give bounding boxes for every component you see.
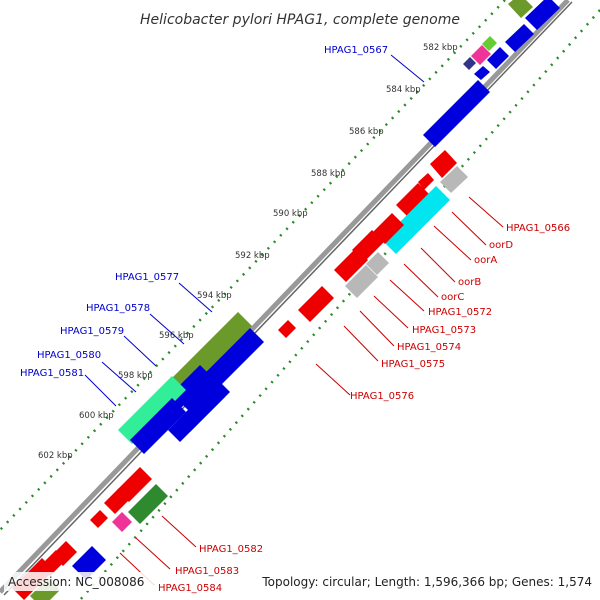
kbp-tick: 586 kbp	[349, 127, 384, 137]
gene-blue[interactable]	[423, 80, 490, 147]
gene-label[interactable]: oorA	[474, 255, 497, 266]
gene-darkblue[interactable]	[463, 57, 476, 70]
kbp-tick: 602 kbp	[38, 451, 73, 461]
summary-bg	[256, 572, 596, 591]
gene-green[interactable]	[168, 312, 252, 396]
gene-label[interactable]: HPAG1_0581	[20, 368, 84, 379]
gene-gray[interactable]	[345, 265, 378, 298]
kbp-tick: 588 kbp	[311, 169, 346, 179]
inner-dotted-track	[79, 9, 600, 600]
gene-magenta[interactable]	[471, 45, 491, 65]
gene-red[interactable]	[40, 550, 66, 576]
accession-bg	[4, 572, 154, 591]
gene-gray[interactable]	[440, 166, 468, 193]
gene-label[interactable]: oorD	[489, 240, 513, 251]
gene-red[interactable]	[90, 510, 108, 528]
gene-blue[interactable]	[505, 24, 534, 52]
inner-strand-genes	[40, 150, 468, 576]
gene-blue[interactable]	[525, 0, 560, 30]
gene-blue[interactable]	[168, 380, 230, 442]
kbp-ticks: 582 kbp 584 kbp 586 kbp 588 kbp 590 kbp …	[38, 43, 458, 461]
gene-label[interactable]: HPAG1_0574	[397, 342, 461, 353]
gene-label[interactable]: HPAG1_0567	[324, 45, 388, 56]
kbp-tick: 594 kbp	[197, 291, 232, 301]
gene-red[interactable]	[117, 467, 152, 502]
genome-summary: Topology: circular; Length: 1,596,366 bp…	[261, 575, 592, 589]
gene-label[interactable]: HPAG1_0577	[115, 272, 179, 283]
gene-green[interactable]	[508, 0, 533, 18]
gene-cyan[interactable]	[382, 186, 450, 254]
gene-label[interactable]: HPAG1_0580	[37, 350, 101, 361]
gene-label[interactable]: HPAG1_0575	[381, 359, 445, 370]
kbp-tick: 598 kbp	[118, 371, 153, 381]
gene-label[interactable]: HPAG1_0582	[199, 544, 263, 555]
kbp-tick: 582 kbp	[423, 43, 458, 53]
outer-dotted-track	[0, 0, 506, 531]
gene-green[interactable]	[482, 36, 497, 51]
gene-teal[interactable]	[118, 376, 186, 444]
kbp-tick: 596 kbp	[159, 331, 194, 341]
gene-blue[interactable]	[130, 398, 186, 454]
map-title: Helicobacter pylori HPAG1, complete geno…	[140, 12, 460, 28]
gene-red[interactable]	[396, 183, 430, 217]
accession-text: Accession: NC_008086	[8, 575, 144, 589]
kbp-tick: 592 kbp	[235, 251, 270, 261]
gene-green[interactable]	[128, 484, 168, 524]
gene-red[interactable]	[418, 173, 434, 190]
gene-gray[interactable]	[366, 252, 389, 275]
gene-red[interactable]	[334, 248, 368, 282]
kbp-tick: 600 kbp	[79, 411, 114, 421]
gene-label[interactable]: oorC	[441, 292, 464, 303]
gene-blue[interactable]	[474, 66, 490, 80]
gene-red[interactable]	[298, 286, 334, 322]
outer-strand-genes	[12, 0, 560, 600]
inner-gene-labels: HPAG1_0566 oorD oorA oorB oorC HPAG1_057…	[158, 223, 570, 594]
gene-magenta[interactable]	[112, 512, 132, 532]
gene-blue[interactable]	[178, 328, 264, 414]
gene-label[interactable]: HPAG1_0579	[60, 326, 124, 337]
gene-label[interactable]: HPAG1_0576	[350, 391, 414, 402]
gene-red[interactable]	[430, 150, 457, 178]
kbp-tick: 584 kbp	[386, 85, 421, 95]
gene-label[interactable]: HPAG1_0583	[175, 566, 239, 577]
gene-label[interactable]: HPAG1_0578	[86, 303, 150, 314]
leader-lines	[84, 54, 504, 586]
gene-label[interactable]: oorB	[458, 277, 481, 288]
gene-label[interactable]: HPAG1_0584	[158, 583, 222, 594]
gene-red[interactable]	[104, 488, 130, 514]
gene-red[interactable]	[373, 213, 404, 244]
gene-label[interactable]: HPAG1_0566	[506, 223, 570, 234]
outer-gene-labels: HPAG1_0567 HPAG1_0577 HPAG1_0578 HPAG1_0…	[20, 45, 388, 379]
gene-red[interactable]	[278, 320, 296, 338]
gene-blue[interactable]	[72, 546, 106, 580]
gene-blue[interactable]	[487, 47, 509, 69]
gene-label[interactable]: HPAG1_0572	[428, 307, 492, 318]
gene-label[interactable]: HPAG1_0573	[412, 325, 476, 336]
kbp-tick: 590 kbp	[273, 209, 308, 219]
